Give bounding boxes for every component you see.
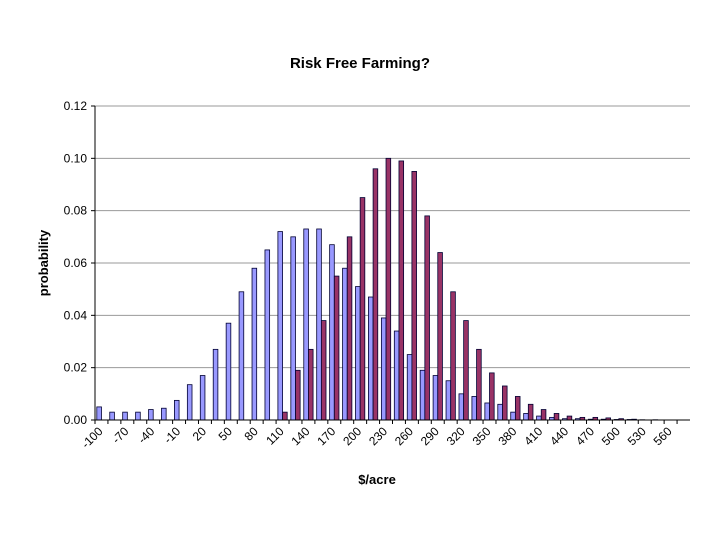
bar	[320, 320, 327, 421]
bar	[406, 354, 413, 421]
x-tick-label: 230	[366, 424, 390, 448]
x-tick-label: 290	[418, 424, 442, 448]
x-tick-label: -10	[161, 424, 183, 446]
x-tick-label: -100	[79, 424, 106, 451]
x-tick-label: 470	[573, 424, 597, 448]
x-tick-label: 260	[392, 424, 416, 448]
bar	[419, 369, 426, 421]
bar	[225, 322, 232, 421]
bar	[398, 160, 405, 421]
y-tick-label: 0.06	[64, 256, 88, 270]
bar	[96, 406, 102, 421]
bar	[450, 291, 456, 421]
bar	[489, 372, 495, 421]
bar	[186, 384, 193, 421]
bar	[264, 249, 271, 421]
bar	[424, 215, 430, 421]
bar	[393, 330, 400, 421]
bar	[437, 252, 443, 421]
bar	[290, 236, 296, 421]
bar	[411, 171, 417, 421]
x-tick-label: 350	[470, 424, 494, 448]
bar	[359, 197, 366, 421]
bar	[355, 286, 361, 421]
bar	[497, 403, 503, 421]
bar	[484, 402, 490, 421]
x-tick-label: 410	[521, 424, 545, 448]
bar	[109, 411, 115, 421]
bar	[385, 157, 392, 421]
x-tick-label: 320	[444, 424, 468, 448]
x-tick-label: 440	[547, 424, 571, 448]
bar	[199, 375, 206, 421]
y-axis-label: probability	[36, 229, 51, 296]
bar	[316, 228, 322, 421]
bar	[514, 396, 521, 421]
x-tick-label: 500	[599, 424, 623, 448]
bar	[523, 413, 529, 421]
y-tick-label: 0.08	[64, 204, 88, 218]
bar	[346, 236, 353, 421]
bar	[372, 168, 379, 421]
x-tick-label: 170	[314, 424, 338, 448]
bar	[277, 231, 283, 421]
y-tick-label: 0.02	[64, 361, 88, 375]
x-tick-label: 110	[263, 424, 287, 448]
bar	[122, 411, 128, 421]
bar	[432, 375, 439, 421]
bar	[380, 317, 387, 421]
bar	[212, 348, 219, 421]
y-tick-label: 0.12	[64, 99, 88, 113]
x-tick-label: -40	[135, 424, 157, 446]
x-tick-label: 200	[340, 424, 364, 448]
bar	[238, 291, 245, 421]
x-tick-label: -70	[109, 424, 131, 446]
y-tick-label: 0.10	[64, 151, 88, 165]
bar	[329, 244, 335, 421]
x-tick-label: 80	[241, 424, 261, 444]
bar	[333, 275, 340, 421]
bar	[476, 348, 482, 421]
bar	[174, 399, 180, 421]
bar	[148, 409, 154, 421]
bar	[553, 413, 560, 421]
bar	[566, 415, 573, 421]
bar	[458, 393, 465, 421]
y-tick-label: 0.04	[64, 308, 88, 322]
bar	[282, 411, 288, 421]
bar	[161, 407, 167, 421]
x-tick-label: 20	[190, 424, 210, 444]
bar	[342, 267, 348, 421]
bar	[251, 267, 258, 421]
y-tick-label: 0.00	[64, 413, 88, 427]
bar	[303, 228, 309, 421]
bar	[295, 369, 301, 421]
bar	[463, 320, 469, 421]
bar	[308, 348, 314, 421]
x-tick-label: 50	[216, 424, 236, 444]
x-tick-label: 140	[288, 424, 312, 448]
bar	[502, 385, 508, 421]
chart-title: Risk Free Farming?	[290, 55, 430, 72]
bar	[368, 296, 374, 421]
x-tick-label: 380	[495, 424, 519, 448]
bar	[135, 411, 141, 421]
bar	[527, 403, 534, 421]
bar	[536, 415, 542, 421]
x-tick-label: 560	[651, 424, 675, 448]
bar	[540, 409, 547, 421]
bar	[471, 396, 477, 421]
bar	[445, 380, 452, 421]
bar	[510, 411, 516, 421]
x-axis-label: $/acre	[358, 472, 396, 487]
x-tick-label: 530	[625, 424, 649, 448]
